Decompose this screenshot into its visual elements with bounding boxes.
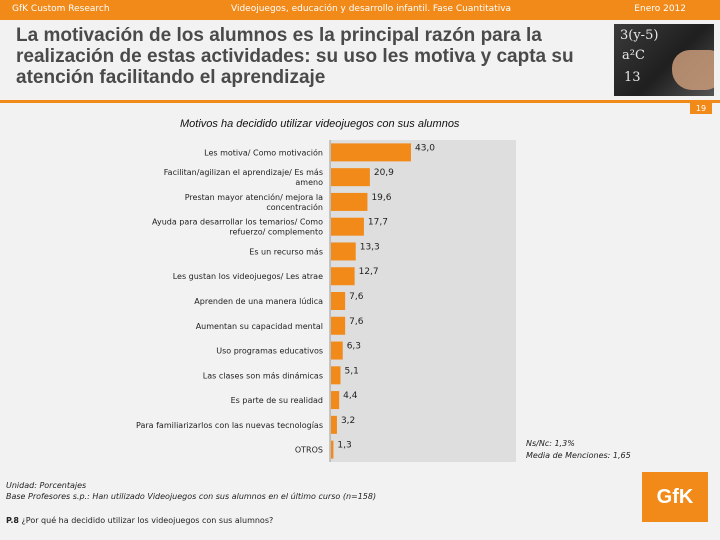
header-date: Enero 2012 xyxy=(634,4,686,14)
mean-mentions-note: Media de Menciones: 1,65 xyxy=(526,451,631,460)
data-label: 20,9 xyxy=(374,168,394,178)
category-label: Les motiva/ Como motivación xyxy=(204,147,323,157)
header-company: GfK Custom Research xyxy=(12,4,110,14)
bar xyxy=(331,217,364,236)
bar xyxy=(331,292,346,310)
data-label: 13,3 xyxy=(360,242,380,252)
category-label: Ayuda para desarrollar los temarios/ Com… xyxy=(152,218,323,227)
ns-nc-note: Ns/Nc: 1,3% xyxy=(526,439,575,448)
category-label: Aumentan su capacidad mental xyxy=(196,322,323,331)
data-label: 3,2 xyxy=(341,416,355,426)
category-label: Aprenden de una manera lúdica xyxy=(194,297,323,306)
category-label: OTROS xyxy=(295,446,323,455)
category-label: Prestan mayor atención/ mejora la xyxy=(185,192,323,202)
hand-with-chalk xyxy=(672,50,714,90)
slide-title: La motivación de los alumnos es la princ… xyxy=(16,25,574,88)
category-label: ameno xyxy=(295,178,323,187)
bar xyxy=(331,143,411,162)
bar xyxy=(331,341,343,360)
data-label: 4,4 xyxy=(343,391,358,401)
category-label: concentración xyxy=(266,202,323,212)
data-label: 7,6 xyxy=(349,292,364,302)
chart-title: Motivos ha decidido utilizar videojuegos… xyxy=(180,118,460,130)
data-label: 17,7 xyxy=(368,218,388,228)
question-code: P.8 xyxy=(6,516,19,525)
chalkboard-photo: 3(y-5) a²C 13 xyxy=(614,24,714,96)
gfk-logo: GfK xyxy=(642,472,708,522)
data-label: 7,6 xyxy=(349,317,364,327)
category-label: Facilitan/agilizan el aprendizaje/ Es má… xyxy=(164,168,323,177)
bar xyxy=(331,391,340,410)
category-label: refuerzo/ complemento xyxy=(229,228,323,237)
footer-question: P.8 ¿Por qué ha decidido utilizar los vi… xyxy=(6,516,273,525)
category-label: Les gustan los videojuegos/ Les atrae xyxy=(173,272,323,281)
data-label: 12,7 xyxy=(359,267,379,277)
data-label: 19,6 xyxy=(371,193,391,203)
category-label: Es un recurso más xyxy=(249,247,323,256)
question-text: ¿Por qué ha decidido utilizar los videoj… xyxy=(21,516,274,525)
data-label: 5,1 xyxy=(344,366,358,376)
header-bar: GfK Custom Research Videojuegos, educaci… xyxy=(0,0,720,20)
data-label: 6,3 xyxy=(347,342,361,352)
bar xyxy=(331,242,356,261)
bar xyxy=(331,366,341,385)
orange-divider xyxy=(0,100,720,103)
bar xyxy=(331,168,370,187)
footer-base: Base Profesores s.p.: Han utilizado Vide… xyxy=(6,492,377,501)
footer-unit: Unidad: Porcentajes xyxy=(6,481,87,490)
bar xyxy=(331,415,337,434)
data-label: 1,3 xyxy=(337,441,351,451)
page-number: 19 xyxy=(690,103,712,114)
category-label: Es parte de su realidad xyxy=(231,396,323,405)
category-label: Uso programas educativos xyxy=(216,347,323,356)
category-label: Las clases son más dinámicas xyxy=(203,371,323,380)
chalk-text: 13 xyxy=(624,70,641,85)
data-label: 43,0 xyxy=(415,143,435,153)
bar xyxy=(331,267,355,286)
header-study: Videojuegos, educación y desarrollo infa… xyxy=(231,4,512,14)
bar xyxy=(331,192,368,211)
category-label: Para familiarizarlos con las nuevas tecn… xyxy=(136,421,323,430)
chalk-text: a²C xyxy=(622,48,645,63)
bar xyxy=(331,440,334,459)
bar xyxy=(331,316,346,335)
chalk-text: 3(y-5) xyxy=(620,28,659,43)
